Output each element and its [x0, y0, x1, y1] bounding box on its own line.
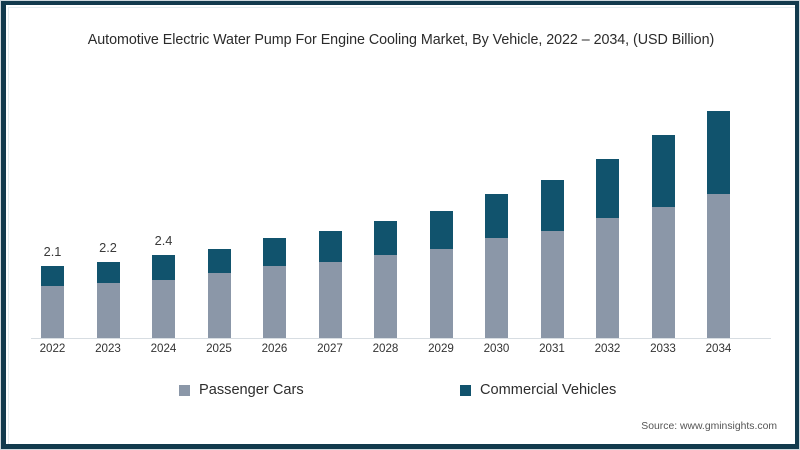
bar-segment-commercial-vehicles-2032[interactable]: [596, 159, 619, 218]
bar-segment-passenger-cars-2033[interactable]: [651, 207, 675, 338]
bar-column-2022[interactable]: 2.1: [41, 244, 64, 338]
bar-column-2032[interactable]: [596, 159, 619, 338]
bar-column-2025[interactable]: [207, 248, 231, 338]
bar-segment-commercial-vehicles-2028[interactable]: [374, 221, 397, 256]
bar-segment-commercial-vehicles-2022[interactable]: [41, 265, 64, 287]
bar-segment-passenger-cars-2023[interactable]: [96, 282, 120, 338]
x-axis-tick-2033: 2033: [650, 342, 676, 355]
bar-segment-passenger-cars-2022[interactable]: [41, 286, 64, 338]
x-axis-tick-2032: 2032: [594, 342, 621, 355]
bar-segment-commercial-vehicles-2023[interactable]: [96, 262, 120, 283]
x-axis-tick-2031: 2031: [539, 342, 565, 355]
x-axis-tick-2034: 2034: [705, 342, 732, 355]
bar-segment-passenger-cars-2028[interactable]: [374, 255, 397, 338]
bar-segment-passenger-cars-2031[interactable]: [540, 231, 564, 338]
bar-column-2030[interactable]: [485, 193, 508, 338]
bar-column-2028[interactable]: [374, 221, 397, 338]
border-frame-top: [1, 1, 799, 5]
chart-legend: Passenger Cars Commercial Vehicles: [1, 382, 799, 404]
x-axis-tick-2022: 2022: [39, 342, 66, 355]
x-axis-tick-2025: 2025: [206, 342, 232, 355]
bar-segment-commercial-vehicles-2031[interactable]: [540, 179, 564, 232]
legend-swatch-commercial-vehicles: [460, 384, 471, 396]
bar-column-2031[interactable]: [540, 179, 564, 338]
legend-label-commercial-vehicles: Commercial Vehicles: [480, 382, 617, 398]
x-axis-tick-2029: 2029: [428, 342, 454, 355]
legend-label-passenger-cars: Passenger Cars: [199, 382, 304, 398]
bar-segment-passenger-cars-2024[interactable]: [152, 279, 175, 338]
bar-column-2033[interactable]: [651, 135, 675, 338]
chart-title: Automotive Electric Water Pump For Engin…: [87, 32, 715, 48]
bar-segment-passenger-cars-2034[interactable]: [707, 193, 730, 338]
bar-value-label-2024: 2.4: [154, 233, 173, 249]
bar-segment-commercial-vehicles-2025[interactable]: [207, 248, 231, 273]
bar-segment-passenger-cars-2025[interactable]: [207, 272, 231, 338]
source-attribution: Source: www.gminsights.com: [641, 421, 777, 432]
bar-segment-commercial-vehicles-2026[interactable]: [263, 238, 286, 266]
bar-segment-commercial-vehicles-2030[interactable]: [485, 193, 508, 239]
legend-item-commercial-vehicles[interactable]: Commercial Vehicles: [460, 382, 616, 398]
bar-value-label-2023: 2.2: [99, 240, 117, 256]
bar-segment-commercial-vehicles-2033[interactable]: [651, 135, 675, 208]
bar-column-2029[interactable]: [429, 210, 453, 338]
bar-segment-passenger-cars-2027[interactable]: [318, 262, 342, 338]
bar-segment-commercial-vehicles-2024[interactable]: [152, 255, 175, 280]
bar-column-2023[interactable]: 2.2: [96, 240, 120, 338]
bar-column-2027[interactable]: [318, 231, 342, 338]
bar-segment-passenger-cars-2030[interactable]: [485, 238, 508, 338]
x-axis-tick-2028: 2028: [372, 342, 399, 355]
bar-column-2024[interactable]: 2.4: [152, 233, 175, 338]
border-frame-right: [795, 1, 799, 449]
bar-segment-passenger-cars-2029[interactable]: [429, 248, 453, 338]
bar-segment-commercial-vehicles-2034[interactable]: [707, 110, 730, 194]
x-axis-tick-2024: 2024: [150, 342, 177, 355]
x-axis-tick-2026: 2026: [261, 342, 288, 355]
bar-column-2034[interactable]: [707, 110, 730, 338]
x-axis-tick-2030: 2030: [483, 342, 510, 355]
legend-item-passenger-cars[interactable]: Passenger Cars: [179, 382, 304, 398]
x-axis-tick-2027: 2027: [317, 342, 343, 355]
border-frame-bottom: [1, 444, 799, 449]
bar-segment-passenger-cars-2026[interactable]: [263, 265, 286, 338]
bar-column-2026[interactable]: [263, 238, 286, 338]
bar-segment-passenger-cars-2032[interactable]: [596, 217, 619, 338]
legend-swatch-passenger-cars: [179, 384, 190, 396]
bar-segment-commercial-vehicles-2029[interactable]: [429, 210, 453, 249]
x-axis-line: [31, 338, 771, 339]
bar-segment-commercial-vehicles-2027[interactable]: [318, 231, 342, 263]
x-axis-tick-2023: 2023: [95, 342, 121, 355]
border-frame-left: [1, 1, 6, 449]
bar-value-label-2022: 2.1: [43, 243, 62, 259]
